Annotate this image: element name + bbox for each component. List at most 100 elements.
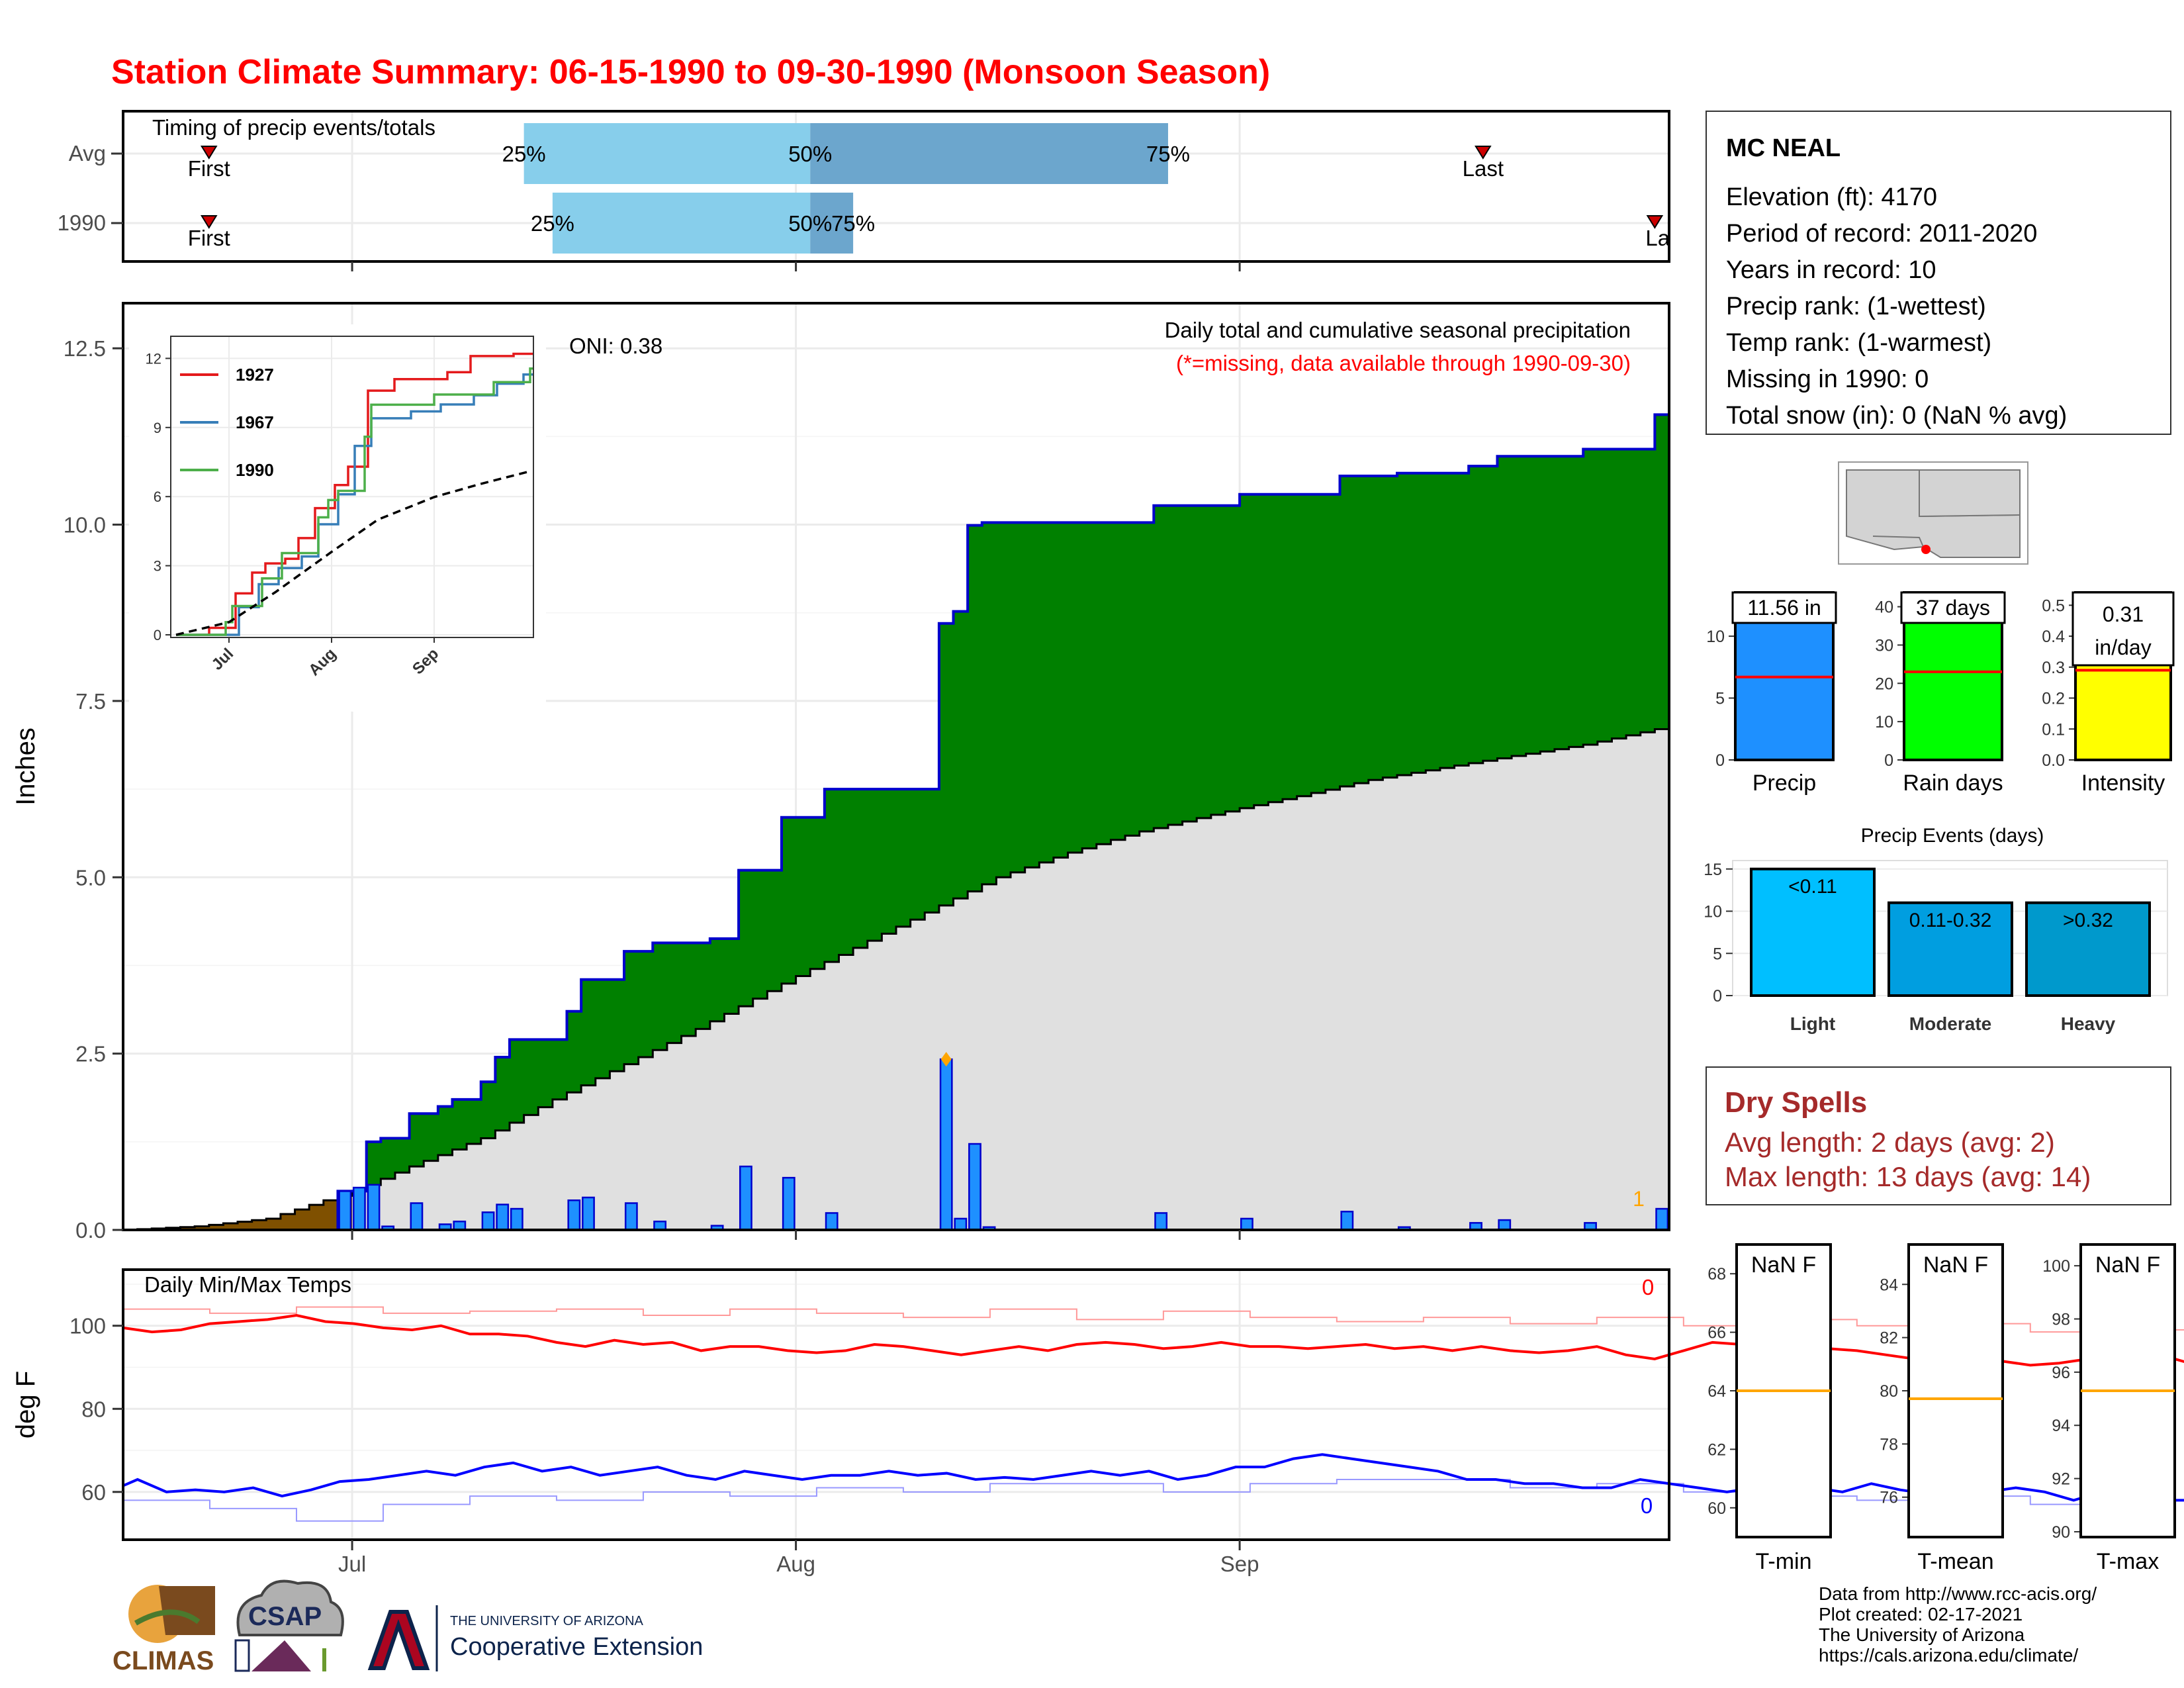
inset-legend-label: 1990 [236,460,274,480]
temp-summary-t-mean: 76 78 80 82 84 NaN F T-mean [1880,1243,2004,1574]
locator-map [1838,461,2028,565]
daily-precip-bar [1340,1211,1354,1231]
state-utah [1919,469,2021,518]
inset-legend: 1927 1967 1990 [180,365,274,480]
temp-summary-label: NaN F [1923,1252,1988,1278]
ua-logo: THE UNIVERSITY OF ARIZONA Cooperative Ex… [367,1605,703,1671]
temp-panel-title: Daily Min/Max Temps [144,1272,351,1297]
summary-bar-name: Intensity [2081,771,2165,796]
last-event-marker [1475,146,1492,160]
temp-y-tick-label: 100 [69,1314,106,1338]
footer-line-url: https://cals.arizona.edu/climate/ [1819,1645,2079,1665]
first-event-label: First [188,226,230,250]
cumulative-1990-line [123,413,1669,1231]
precip-events-chart: Precip Events (days) 0 5 10 15 <0.11 Light 0.11… [1704,825,2168,1034]
first-event-marker [200,146,218,160]
temp-y-axis: 60 80 100 [69,1314,123,1505]
oni-label: ONI: 0.38 [569,334,662,358]
dry-spells-avg: Avg length: 2 days (avg: 2) [1725,1127,2055,1158]
temp-summary-tick-label: 66 [1707,1324,1726,1342]
first-event-marker [200,215,218,229]
daily-precip-bar [582,1196,595,1231]
events-bar-label: <0.11 [1788,876,1837,898]
logos: CLIMAS CSAP THE UNIVERSITY OF ARIZONA Co… [113,1579,703,1675]
temp-summary-tick-label: 92 [2052,1470,2070,1489]
daily-precip-bar [410,1202,424,1231]
daily-precip-bar [567,1199,581,1231]
summary-bar-label-box [2071,591,2175,667]
temp-summary-tick-label: 82 [1880,1329,1898,1348]
month-label: Sep [1220,1552,1259,1576]
max-precip-marker [940,1052,952,1067]
inset-frame [170,336,534,638]
temp-lines [122,1306,2184,1522]
daily-precip-bar [367,1184,381,1231]
precip-missing-count: 1 [1633,1187,1645,1211]
station-name: MC NEAL [1726,134,1841,162]
figure-title: Station Climate Summary: 06-15-1990 to 0… [111,53,1270,91]
station-info: MC NEAL Elevation (ft): 4170 Period of re… [1706,111,2171,435]
footer-line-source: Data from http://www.rcc-acis.org/ [1819,1583,2097,1604]
temp-summary-tick-label: 80 [1880,1382,1898,1401]
precip-y-tick-label: 7.5 [75,689,106,714]
tmax-line [122,1314,2184,1371]
dry-spells-title: Dry Spells [1725,1086,1867,1119]
daily-precip-bar [352,1186,366,1231]
temp-panel-frame [122,1268,1670,1541]
summary-bar-tick-label: 20 [1875,675,1893,693]
daily-precip-bar [954,1217,968,1231]
tmax-missing-count: 0 [1642,1275,1654,1299]
ua-a-icon [367,1610,430,1670]
summary-bars: 0 5 10 11.56 in Precip 0 10 20 30 40 37 days Rain d… [1706,591,2175,796]
timing-row-label-1990: 1990 [58,211,106,235]
inset-series-1990 [176,367,533,636]
daily-precip-bar [782,1176,796,1231]
precip-y-tick-label: 10.0 [64,513,106,538]
footer-line-created: Plot created: 02-17-2021 [1819,1604,2023,1624]
csap-grid-icon [234,1639,250,1672]
inset-y-tick-label: 9 [154,420,161,436]
precip-panel-frame [122,302,1670,1231]
summary-bar-value [2074,663,2172,762]
station-info-line: Total snow (in): 0 (NaN % avg) [1726,402,2067,430]
footer-info: Data from http://www.rcc-acis.org/ Plot … [1819,1583,2097,1665]
summary-bar-tick-label: 0.5 [2042,596,2065,615]
timing-row-label-avg: Avg [69,141,106,165]
summary-bar-tick-label: 0.2 [2042,690,2065,708]
events-bar-name: Heavy [2061,1013,2116,1034]
temp-summary-tick-label: 94 [2052,1417,2070,1435]
temp-summary-tick-label: 68 [1707,1265,1726,1284]
timing-bar-25-50 [523,123,811,184]
station-info-frame [1706,111,2171,435]
station-info-line: Period of record: 2011-2020 [1726,220,2037,248]
events-y-tick-label: 15 [1704,861,1722,879]
timing-bar-50-75 [810,193,854,254]
timing-panel-title: Timing of precip events/totals [152,115,435,140]
ua-name-text: Cooperative Extension [450,1633,703,1661]
summary-bar-value [1903,616,2003,762]
last-event-label: Last [1463,156,1504,181]
temp-summary-name: T-mean [1917,1549,1993,1574]
timing-label-25: 25% [502,142,546,166]
inset-lines [175,352,533,636]
last-event-marker [1646,215,1664,229]
station-info-line: Years in record: 10 [1726,256,1936,284]
daily-precip-bar [939,1058,953,1231]
temp-y-tick-label: 60 [81,1480,106,1505]
month-label: Aug [776,1552,815,1576]
summary-bar-tick-label: 30 [1875,636,1893,655]
temp-summary-name: T-max [2097,1549,2159,1574]
timing-label-50: 50% [788,142,832,166]
temp-summary-tick-label: 76 [1880,1489,1898,1507]
precip-missing-note: (*=missing, data available through 1990-… [1176,351,1631,375]
events-bar-light [1750,867,1876,997]
temp-summary-tick-label: 64 [1707,1382,1726,1401]
precip-areas [123,413,1669,1231]
tmin-normal-line [123,1478,2184,1522]
daily-precip-bar [1154,1212,1168,1231]
events-bar-label: 0.11-0.32 [1909,910,1992,931]
csap-cloud-icon [236,1579,344,1636]
temp-summary-tick-label: 90 [2052,1523,2070,1542]
